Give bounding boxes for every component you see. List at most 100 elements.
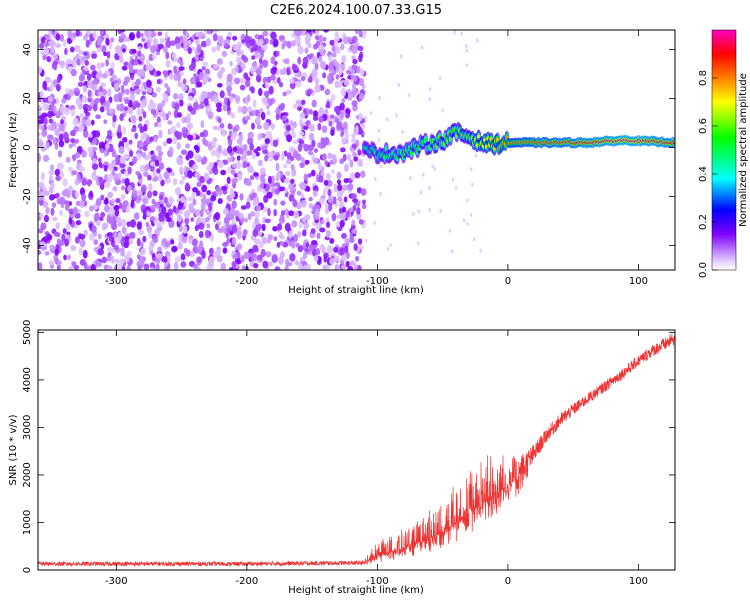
spectrogram-noise-cell (71, 261, 77, 268)
spectrogram-noise-cell (172, 178, 178, 186)
spectrogram-noise-cell (262, 237, 268, 245)
spectrogram-noise-cell (198, 222, 205, 230)
spectrogram-noise-cell (321, 153, 327, 161)
spectrogram-noise-cell (54, 248, 59, 256)
spectrogram-noise-cell (158, 129, 163, 139)
spectrogram-noise-cell (40, 222, 47, 230)
spectrogram-noise-cell (286, 134, 293, 143)
spectrogram-noise-cell (130, 199, 135, 209)
spectrogram-noise-cell (345, 260, 350, 268)
spectrogram-noise-cell (56, 260, 63, 266)
spectrogram-noise-cell (78, 165, 85, 172)
spectrogram-noise-cell (258, 64, 264, 70)
spectrogram-noise-cell (112, 114, 117, 123)
spectrogram-noise-cell (323, 179, 329, 186)
spectrogram-noise-cell (74, 138, 80, 144)
spectrogram-noise-cell (90, 119, 95, 126)
spectrogram-noise-cell (286, 67, 291, 76)
spectrogram-noise-cell (220, 185, 227, 191)
spectrogram-noise-cell (68, 89, 75, 97)
spectrogram-noise-cell (119, 155, 126, 164)
spectrogram-noise-cell (206, 165, 212, 172)
spectrogram-noise-cell (479, 248, 482, 253)
spectrogram-noise-cell (204, 139, 209, 147)
spectrogram-noise-cell (110, 198, 116, 205)
spectrogram-noise-cell (299, 112, 306, 120)
spectrogram-noise-cell (42, 103, 50, 111)
spectrogram-noise-cell (122, 126, 127, 135)
spectrogram-noise-cell (151, 155, 156, 163)
spectrogram-noise-cell (275, 162, 280, 172)
spectrogram-noise-cell (242, 229, 248, 236)
spectrogram-noise-cell (325, 172, 331, 181)
spectrogram-noise-cell (236, 155, 241, 161)
spectrogram-noise-cell (238, 133, 244, 142)
spectrogram-noise-cell (365, 238, 368, 243)
spectrogram-noise-cell (142, 145, 148, 152)
spectrogram-noise-cell (329, 39, 335, 46)
spectrogram-noise-cell (69, 46, 75, 53)
spectrogram-noise-cell (89, 190, 93, 198)
spectrogram-noise-cell (246, 106, 253, 113)
spectrogram-noise-cell (315, 222, 322, 230)
spectrogram-noise-cell (417, 241, 420, 246)
spectrogram-noise-cell (295, 80, 302, 88)
spectrogram-noise-cell (298, 139, 305, 145)
spectrogram-noise-cell (345, 210, 350, 218)
spectrogram-noise-cell (219, 122, 225, 129)
spectrogram-noise-cell (186, 122, 194, 129)
spectrogram-noise-cell (261, 44, 268, 51)
spectrogram-noise-cell (157, 150, 163, 157)
spectrogram-noise-cell (272, 139, 279, 148)
spectrogram-noise-cell (149, 262, 156, 270)
spectrogram-noise-cell (316, 247, 320, 256)
spectrogram-noise-cell (377, 137, 381, 142)
spectrogram-noise-cell (351, 55, 356, 61)
spectrogram-noise-cell (257, 159, 263, 167)
spectrogram-noise-cell (288, 210, 295, 217)
spectrogram-noise-cell (203, 97, 209, 106)
spectrogram-noise-cell (42, 80, 48, 89)
spectrogram-noise-cell (313, 255, 319, 262)
spectrogram-noise-cell (50, 181, 55, 189)
spectrogram-noise-cell (272, 78, 279, 85)
spectrogram-noise-cell (114, 208, 120, 217)
spectrogram-noise-cell (131, 189, 138, 198)
spectrogram-noise-cell (302, 56, 309, 65)
spectrogram-y-tick-label: 20 (22, 92, 33, 105)
spectrogram-noise-cell (186, 134, 194, 140)
spectrogram-noise-cell (353, 156, 359, 162)
spectrogram-noise-cell (43, 117, 48, 126)
spectrogram-noise-cell (73, 87, 80, 92)
spectrogram-noise-cell (334, 264, 340, 270)
spectrogram-noise-cell (317, 175, 324, 183)
spectrogram-noise-cell (50, 41, 56, 47)
spectrogram-noise-cell (360, 170, 366, 178)
spectrogram-noise-cell (297, 143, 303, 152)
spectrogram-noise-cell (299, 181, 307, 191)
spectrogram-noise-cell (332, 196, 337, 205)
spectrogram-signal-cell (423, 138, 428, 142)
spectrogram-noise-cell (351, 64, 358, 70)
spectrogram-noise-cell (211, 166, 216, 173)
spectrogram-noise-cell (134, 88, 141, 95)
spectrogram-noise-cell (217, 35, 224, 44)
colorbar: 0.0 0.2 0.4 0.6 0.8 Normalized spectral ampl… (698, 29, 749, 278)
spectrogram-noise-cell (89, 205, 94, 212)
snr-y-tick-label: 3000 (22, 415, 33, 440)
spectrogram-noise-cell (58, 123, 66, 132)
spectrogram-noise-cell (149, 215, 156, 222)
spectrogram-noise-cell (341, 55, 347, 64)
spectrogram-noise-cell (465, 48, 468, 53)
spectrogram-noise-cell (351, 192, 357, 200)
spectrogram-noise-cell (351, 136, 356, 144)
spectrogram-noise-cell (58, 140, 65, 148)
spectrogram-noise-cell (238, 212, 244, 220)
spectrogram-noise-cell (307, 43, 312, 49)
spectrogram-noise-cell (252, 244, 259, 252)
spectrogram-noise-cell (215, 102, 223, 109)
spectrogram-noise-cell (148, 64, 154, 71)
spectrogram-noise-cell (55, 97, 60, 105)
spectrogram-noise-cell (202, 77, 206, 83)
spectrogram-noise-cell (358, 93, 365, 100)
